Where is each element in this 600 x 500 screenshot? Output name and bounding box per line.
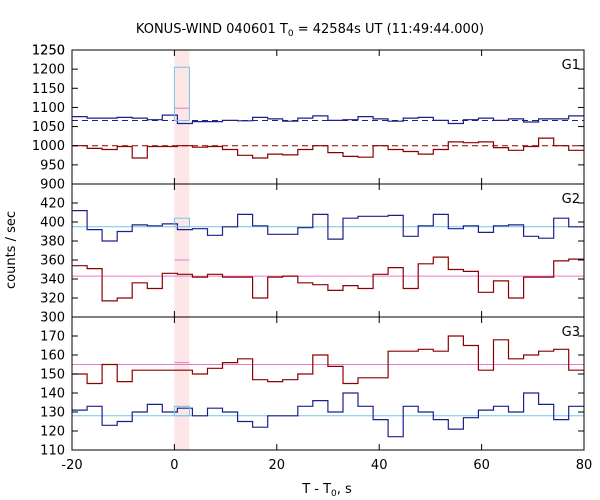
series-g1-blue [72, 114, 584, 125]
y-tick-label-g1-1250: 1250 [32, 44, 65, 59]
panel-frame-g2 [71, 183, 585, 318]
y-tick-label-g2-300: 300 [40, 311, 65, 326]
panel-frame-g3 [71, 316, 585, 451]
panel-g3: 110 120 130 140 150 160 170 G3 [40, 316, 585, 459]
y-tick-label-g3-120: 120 [40, 425, 65, 440]
y-tick-label-g1-1100: 1100 [32, 101, 65, 116]
x-tick-label-20: 20 [269, 458, 286, 473]
burst-bin-blue-g2 [173, 217, 190, 228]
y-tick-label-g3-160: 160 [40, 349, 65, 364]
y-tick-label-g2-340: 340 [40, 273, 65, 288]
panel-label-g1: G1 [562, 58, 580, 73]
burst-bin-blue-g1 [173, 66, 190, 121]
y-tick-label-g2-400: 400 [40, 216, 65, 231]
series-g2-blue [72, 210, 584, 242]
series-g3-blue [72, 392, 584, 438]
y-tick-label-g1-1050: 1050 [32, 120, 65, 135]
y-tick-label-g3-110: 110 [40, 444, 65, 459]
x-axis-label-main: T - T [301, 482, 331, 497]
x-tick-label-80: 80 [576, 458, 593, 473]
panel-g2: 300 320 340 360 380 400 420 G2 [40, 183, 585, 326]
y-tick-label-g1-1250: 1250 [32, 44, 65, 59]
x-tick-label-60: 60 [473, 458, 490, 473]
x-tick-label--20: -20 [61, 458, 82, 473]
chart-title-subscript: 0 [288, 29, 294, 39]
panel-label-g3: G3 [562, 325, 580, 340]
x-tick-label-0: 0 [170, 458, 178, 473]
x-tick-label-40: 40 [371, 458, 388, 473]
y-axis-label: counts / sec [4, 211, 19, 289]
y-tick-label-g3-150: 150 [40, 368, 65, 383]
x-axis-label-subscript: 0 [331, 489, 337, 499]
burst-bin-blue-g3 [173, 405, 190, 417]
y-tick-label-g3-140: 140 [40, 387, 65, 402]
y-tick-label-g1-900: 900 [40, 178, 65, 193]
y-tick-label-g1-1150: 1150 [32, 82, 65, 97]
y-tick-label-g2-420: 420 [40, 197, 65, 212]
y-tick-label-g2-360: 360 [40, 254, 65, 269]
y-tick-label-g1-1000: 1000 [32, 139, 65, 154]
y-tick-label-g2-380: 380 [40, 235, 65, 250]
chart-title-main: KONUS-WIND 040601 T [136, 22, 288, 37]
burst-highlight-band [174, 50, 190, 450]
chart-title: KONUS-WIND 040601 T0 = 42584s UT (11:49:… [136, 22, 484, 39]
chart-title-rest: = 42584s UT (11:49:44.000) [294, 22, 484, 37]
y-tick-label-g1-1200: 1200 [32, 63, 65, 78]
y-tick-label-g3-170: 170 [40, 330, 65, 345]
y-tick-label-g1-950: 950 [40, 158, 65, 173]
y-tick-label-g2-320: 320 [40, 292, 65, 307]
series-g1-red [72, 137, 584, 159]
x-axis-label: T - T0, s [301, 482, 352, 499]
y-tick-label-g3-130: 130 [40, 406, 65, 421]
panels-group: 9009501000105011001150120012501250G13003… [32, 44, 592, 474]
series-g2-red [72, 256, 584, 302]
panel-label-g2: G2 [562, 192, 580, 207]
x-axis-label-rest: , s [337, 482, 352, 497]
series-g3-red [72, 335, 584, 385]
